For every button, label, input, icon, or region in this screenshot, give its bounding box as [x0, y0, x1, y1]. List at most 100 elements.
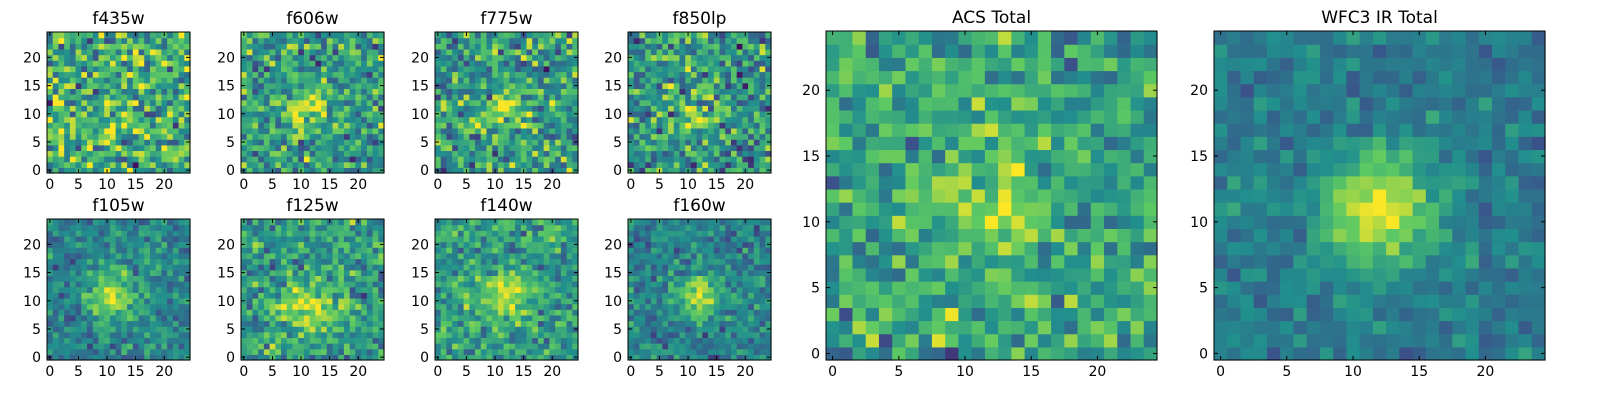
heatmap-cell — [149, 161, 157, 168]
heatmap-cell — [246, 309, 254, 316]
heatmap-cell — [662, 286, 669, 293]
heatmap-cell — [81, 252, 88, 260]
heatmap-cell — [167, 133, 174, 140]
heatmap-cell — [58, 258, 65, 265]
heatmap-cell — [338, 99, 345, 106]
heatmap-cell — [560, 37, 568, 44]
heatmap-cell — [132, 122, 140, 129]
heatmap-cell — [572, 224, 579, 231]
heatmap-cell — [543, 71, 550, 78]
heatmap-cell — [650, 156, 658, 163]
heatmap-cell — [765, 309, 772, 316]
heatmap-cell — [532, 348, 539, 355]
heatmap-cell — [366, 116, 374, 123]
panel-frame — [240, 218, 385, 361]
heatmap-cell — [503, 139, 510, 146]
heatmap-cell — [298, 54, 305, 61]
heatmap-cell — [366, 275, 374, 282]
heatmap-cell — [115, 105, 122, 112]
heatmap-cell — [463, 286, 470, 293]
heatmap-cell — [730, 292, 738, 299]
heatmap-cell — [457, 110, 465, 118]
heatmap-cell — [639, 65, 646, 73]
heatmap-cell — [435, 331, 442, 339]
heatmap-cell — [515, 122, 522, 129]
heatmap-cell — [321, 32, 328, 39]
heatmap-cell — [332, 230, 339, 237]
heatmap-cell — [469, 314, 476, 322]
heatmap-cell — [263, 348, 271, 355]
heatmap-cell — [555, 65, 562, 73]
heatmap-cell — [690, 122, 698, 129]
heatmap-cell — [572, 99, 579, 106]
heatmap-cell — [515, 32, 522, 39]
heatmap-cell — [537, 230, 545, 237]
heatmap-cell — [258, 230, 265, 237]
heatmap-cell — [355, 116, 362, 123]
heatmap-cell — [58, 320, 65, 327]
heatmap-cell — [315, 320, 322, 327]
heatmap-cell — [161, 71, 168, 78]
heatmap-cell — [315, 116, 322, 123]
heatmap-cell — [269, 139, 276, 146]
heatmap-cell — [64, 275, 71, 282]
heatmap-cell — [628, 105, 635, 112]
heatmap-cell — [69, 110, 77, 118]
heatmap-cell — [149, 230, 157, 237]
heatmap-cell — [457, 297, 465, 305]
heatmap-cell — [452, 269, 459, 276]
heatmap-cell — [520, 303, 528, 310]
heatmap-cell — [292, 326, 299, 333]
heatmap-cell — [509, 88, 516, 95]
heatmap-cell — [161, 297, 168, 305]
heatmap-cell — [690, 54, 698, 61]
heatmap-cell — [719, 156, 726, 163]
heatmap-cell — [549, 139, 556, 146]
heatmap-cell — [58, 286, 65, 293]
heatmap-cell — [298, 88, 305, 95]
heatmap-cell — [309, 303, 316, 310]
heatmap-cell — [759, 105, 766, 112]
heatmap-cell — [628, 309, 635, 316]
heatmap-cell — [645, 161, 652, 168]
heatmap-cell — [690, 161, 698, 168]
heatmap-cell — [446, 122, 453, 129]
heatmap-cell — [338, 105, 345, 112]
heatmap-cell — [332, 48, 339, 56]
heatmap-cell — [109, 161, 117, 168]
heatmap-cell — [309, 281, 316, 288]
heatmap-cell — [361, 264, 368, 271]
heatmap-cell — [332, 303, 339, 310]
x-tick-label: 20 — [155, 364, 173, 380]
heatmap-cell — [679, 65, 686, 73]
heatmap-cell — [662, 71, 669, 78]
heatmap-cell — [503, 65, 510, 73]
heatmap-cell — [326, 264, 334, 271]
heatmap-cell — [127, 326, 134, 333]
heatmap-cell — [765, 32, 772, 39]
heatmap-cell — [275, 286, 282, 293]
heatmap-cell — [526, 32, 533, 39]
heatmap-cell — [486, 219, 493, 226]
heatmap-cell — [730, 167, 738, 174]
heatmap-cell — [520, 269, 528, 276]
heatmap-cell — [650, 337, 658, 344]
heatmap-cell — [509, 286, 516, 293]
panel-title: f606w — [286, 9, 338, 29]
heatmap-cell — [656, 144, 663, 152]
heatmap-cell — [263, 331, 271, 339]
heatmap-cell — [446, 286, 453, 293]
heatmap-cell — [446, 292, 453, 299]
heatmap-cell — [656, 88, 663, 95]
heatmap-cell — [503, 71, 510, 78]
heatmap-cell — [343, 292, 351, 299]
heatmap-cell — [338, 167, 345, 174]
heatmap-cell — [475, 133, 482, 140]
heatmap-cell — [435, 281, 442, 288]
heatmap-cell — [515, 230, 522, 237]
heatmap-cell — [503, 286, 510, 293]
heatmap-cell — [440, 241, 448, 248]
heatmap-cell — [555, 161, 562, 168]
heatmap-cell — [178, 309, 185, 316]
heatmap-cell — [343, 343, 351, 350]
